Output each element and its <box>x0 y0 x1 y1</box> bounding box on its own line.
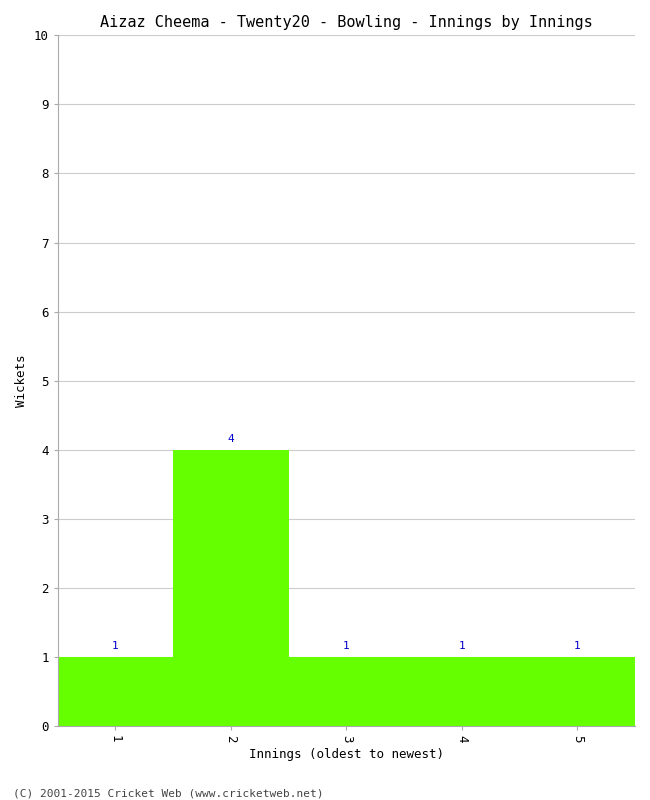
Title: Aizaz Cheema - Twenty20 - Bowling - Innings by Innings: Aizaz Cheema - Twenty20 - Bowling - Inni… <box>100 15 593 30</box>
Text: 1: 1 <box>574 642 580 651</box>
Text: 1: 1 <box>343 642 350 651</box>
Text: 1: 1 <box>112 642 119 651</box>
Y-axis label: Wickets: Wickets <box>15 354 28 407</box>
Text: (C) 2001-2015 Cricket Web (www.cricketweb.net): (C) 2001-2015 Cricket Web (www.cricketwe… <box>13 788 324 798</box>
Bar <box>519 657 635 726</box>
Bar <box>404 657 519 726</box>
X-axis label: Innings (oldest to newest): Innings (oldest to newest) <box>249 748 444 761</box>
Bar <box>58 657 173 726</box>
Bar <box>289 657 404 726</box>
Text: 4: 4 <box>227 434 234 444</box>
Bar <box>173 450 289 726</box>
Text: 1: 1 <box>458 642 465 651</box>
